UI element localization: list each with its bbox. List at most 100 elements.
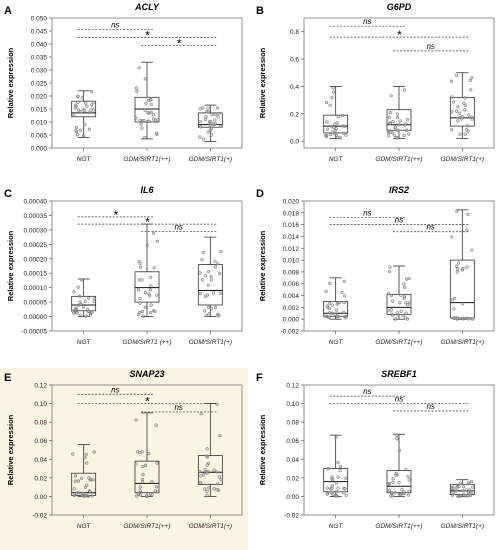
panel-f: F SREBF1 -0.02 0.00 0.02 0.04 0.06 0.08 0.10 0.12… — [252, 367, 504, 550]
panel-letter: D — [256, 188, 264, 200]
data-point — [83, 101, 88, 105]
data-point — [213, 305, 218, 310]
data-point — [330, 130, 335, 134]
data-point — [201, 473, 206, 477]
data-point — [395, 437, 399, 441]
box-body — [71, 295, 97, 312]
data-point — [216, 482, 220, 486]
data-point — [393, 317, 398, 321]
y-tick-label: 0.045 — [31, 29, 48, 36]
y-tick-label: 0.005 — [31, 133, 48, 140]
box-body — [386, 470, 412, 494]
data-point — [407, 489, 411, 493]
data-point — [72, 290, 76, 294]
data-point — [209, 278, 213, 282]
data-point — [451, 298, 455, 302]
data-point — [454, 264, 459, 268]
data-point — [206, 110, 210, 114]
data-point — [469, 479, 474, 484]
data-point — [386, 134, 391, 138]
data-point — [73, 479, 77, 483]
data-point — [402, 285, 407, 290]
data-point — [326, 467, 330, 471]
y-tick-label: 0.08 — [34, 420, 47, 427]
y-tick-label: 0.00015 — [24, 271, 48, 278]
x-tick-label: NGT — [77, 523, 92, 530]
data-point — [211, 291, 216, 295]
data-point — [90, 310, 94, 315]
data-point — [465, 316, 469, 321]
data-point — [405, 117, 410, 122]
x-tick-label: GDM/SIRT1(++) — [375, 523, 422, 530]
data-point — [395, 115, 400, 120]
y-tick-label: 0.00035 — [24, 213, 48, 220]
data-point — [450, 235, 454, 239]
y-tick-label: 0.050 — [31, 16, 48, 23]
data-point — [323, 314, 327, 318]
data-point — [215, 470, 219, 474]
data-point — [324, 289, 328, 293]
data-point — [83, 108, 87, 112]
y-tick-label: 0.0 — [290, 139, 299, 146]
data-point — [92, 450, 96, 454]
y-tick-label: 0.014 — [283, 234, 300, 241]
data-point — [458, 481, 462, 485]
data-point — [80, 96, 84, 100]
data-point — [455, 267, 460, 271]
y-tick-label: 0.02 — [286, 475, 299, 482]
data-point — [85, 483, 89, 487]
data-point — [404, 301, 408, 305]
data-point — [83, 122, 87, 126]
data-point — [138, 485, 142, 489]
x-tick-label: NGT — [329, 156, 344, 163]
comparison-label: ns — [363, 209, 371, 218]
data-point — [395, 112, 400, 116]
data-point — [212, 487, 216, 491]
data-point — [72, 493, 77, 498]
data-point — [391, 480, 395, 484]
chart-title: IRS2 — [389, 185, 409, 195]
data-point — [325, 134, 329, 138]
data-point — [460, 302, 465, 306]
y-tick-label: 0.000 — [283, 317, 300, 324]
data-point — [209, 133, 214, 137]
data-point — [466, 124, 470, 128]
data-point — [88, 313, 93, 317]
data-point — [151, 113, 156, 117]
data-point — [402, 133, 406, 138]
comparison-label: ns — [395, 216, 403, 225]
data-point — [213, 118, 217, 122]
data-point — [139, 265, 143, 269]
data-point — [466, 212, 470, 217]
data-point — [218, 433, 222, 438]
data-point — [469, 88, 473, 92]
data-point — [338, 469, 342, 473]
comparison-label: * — [397, 28, 402, 42]
data-point — [151, 231, 156, 235]
data-point — [402, 88, 407, 92]
data-point — [152, 266, 156, 270]
data-point — [402, 296, 406, 300]
data-point — [215, 402, 219, 406]
data-point — [460, 115, 465, 119]
data-point — [390, 299, 395, 303]
data-point — [450, 110, 454, 114]
data-point — [205, 489, 209, 493]
data-point — [336, 461, 340, 465]
y-tick-label: 0.030 — [31, 68, 48, 75]
data-point — [80, 493, 84, 498]
data-point — [455, 316, 460, 320]
data-point — [142, 118, 146, 123]
chart-title: IL6 — [140, 185, 154, 195]
y-tick-label: 0.00 — [34, 494, 47, 501]
data-point — [327, 301, 332, 305]
data-point — [149, 303, 153, 307]
data-point — [76, 100, 80, 105]
x-tick-label: GDM/SIRT1(+) — [441, 339, 484, 346]
data-point — [155, 293, 159, 297]
y-tick-label: 0.00040 — [24, 199, 48, 206]
data-point — [391, 119, 395, 124]
data-point — [200, 278, 205, 282]
data-point — [393, 491, 397, 495]
data-point — [146, 111, 150, 115]
